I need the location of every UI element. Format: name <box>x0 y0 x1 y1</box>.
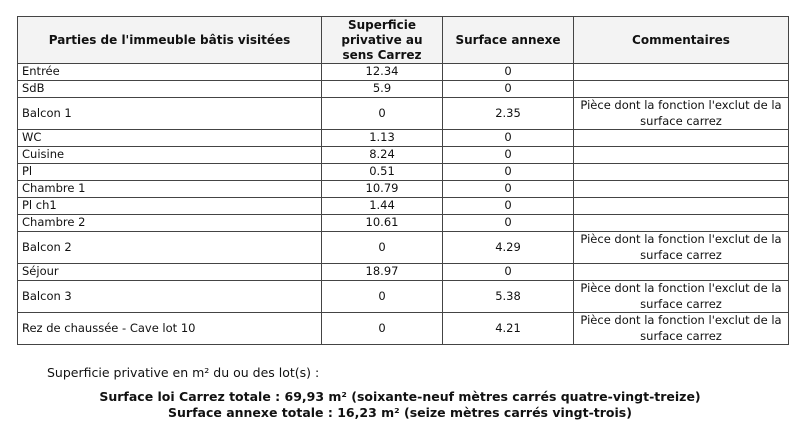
cell-carrez: 18.97 <box>321 263 443 281</box>
cell-comment <box>573 214 789 232</box>
cell-room: Balcon 3 <box>17 280 322 313</box>
cell-annexe: 0 <box>442 214 574 232</box>
cell-carrez: 5.9 <box>321 80 443 98</box>
cell-room: Chambre 1 <box>17 180 322 198</box>
cell-annexe: 0 <box>442 129 574 147</box>
cell-annexe: 5.38 <box>442 280 574 313</box>
cell-room: Séjour <box>17 263 322 281</box>
cell-comment <box>573 146 789 164</box>
cell-room: Balcon 1 <box>17 97 322 130</box>
cell-annexe: 0 <box>442 63 574 81</box>
cell-carrez: 0.51 <box>321 163 443 181</box>
cell-comment <box>573 129 789 147</box>
table-row: Chambre 1 10.79 0 <box>17 180 789 198</box>
cell-comment: Pièce dont la fonction l'exclut de la su… <box>573 280 789 313</box>
cell-annexe: 0 <box>442 263 574 281</box>
cell-room: SdB <box>17 80 322 98</box>
table-row: Pl ch1 1.44 0 <box>17 197 789 215</box>
cell-comment: Pièce dont la fonction l'exclut de la su… <box>573 97 789 130</box>
cell-annexe: 4.29 <box>442 231 574 264</box>
cell-room: Chambre 2 <box>17 214 322 232</box>
cell-annexe: 4.21 <box>442 312 574 345</box>
table-row: Chambre 2 10.61 0 <box>17 214 789 232</box>
cell-carrez: 10.79 <box>321 180 443 198</box>
cell-annexe: 0 <box>442 163 574 181</box>
cell-room: Balcon 2 <box>17 231 322 264</box>
table-row: Balcon 1 0 2.35 Pièce dont la fonction l'ex… <box>17 97 789 130</box>
cell-room: WC <box>17 129 322 147</box>
cell-carrez: 12.34 <box>321 63 443 81</box>
table-row: Pl 0.51 0 <box>17 163 789 181</box>
cell-annexe: 0 <box>442 146 574 164</box>
table-header: Parties de l'immeuble bâtis visitées Sup… <box>17 16 789 64</box>
carrez-total: Surface loi Carrez totale : 69,93 m² (so… <box>99 389 701 404</box>
cell-comment <box>573 63 789 81</box>
header-comments: Commentaires <box>573 16 789 64</box>
table-row: WC 1.13 0 <box>17 129 789 147</box>
cell-comment <box>573 180 789 198</box>
annexe-total: Surface annexe totale : 16,23 m² (seize … <box>168 405 632 420</box>
surface-table: Parties de l'immeuble bâtis visitées Sup… <box>17 16 789 345</box>
cell-carrez: 10.61 <box>321 214 443 232</box>
table-row: Cuisine 8.24 0 <box>17 146 789 164</box>
table-row: Entrée 12.34 0 <box>17 63 789 81</box>
table-row: Rez de chaussée - Cave lot 10 0 4.21 Pièce … <box>17 312 789 345</box>
cell-room: Pl ch1 <box>17 197 322 215</box>
cell-carrez: 0 <box>321 312 443 345</box>
cell-carrez: 1.44 <box>321 197 443 215</box>
cell-comment: Pièce dont la fonction l'exclut de la su… <box>573 312 789 345</box>
cell-carrez: 0 <box>321 231 443 264</box>
cell-room: Entrée <box>17 63 322 81</box>
cell-room: Pl <box>17 163 322 181</box>
table-row: Séjour 18.97 0 <box>17 263 789 281</box>
cell-comment: Pièce dont la fonction l'exclut de la su… <box>573 231 789 264</box>
cell-annexe: 0 <box>442 80 574 98</box>
table-row: Balcon 3 0 5.38 Pièce dont la fonction l'ex… <box>17 280 789 313</box>
table-row: Balcon 2 0 4.29 Pièce dont la fonction l'ex… <box>17 231 789 264</box>
cell-annexe: 2.35 <box>442 97 574 130</box>
summary-intro: Superficie privative en m² du ou des lot… <box>47 365 320 380</box>
cell-carrez: 1.13 <box>321 129 443 147</box>
cell-comment <box>573 263 789 281</box>
cell-room: Cuisine <box>17 146 322 164</box>
cell-room: Rez de chaussée - Cave lot 10 <box>17 312 322 345</box>
cell-annexe: 0 <box>442 197 574 215</box>
header-annexe: Surface annexe <box>442 16 574 64</box>
cell-carrez: 0 <box>321 97 443 130</box>
cell-comment <box>573 80 789 98</box>
cell-comment <box>573 163 789 181</box>
header-carrez: Superficie privative au sens Carrez <box>321 16 443 64</box>
header-room: Parties de l'immeuble bâtis visitées <box>17 16 322 64</box>
cell-carrez: 0 <box>321 280 443 313</box>
cell-carrez: 8.24 <box>321 146 443 164</box>
cell-annexe: 0 <box>442 180 574 198</box>
table-row: SdB 5.9 0 <box>17 80 789 98</box>
cell-comment <box>573 197 789 215</box>
